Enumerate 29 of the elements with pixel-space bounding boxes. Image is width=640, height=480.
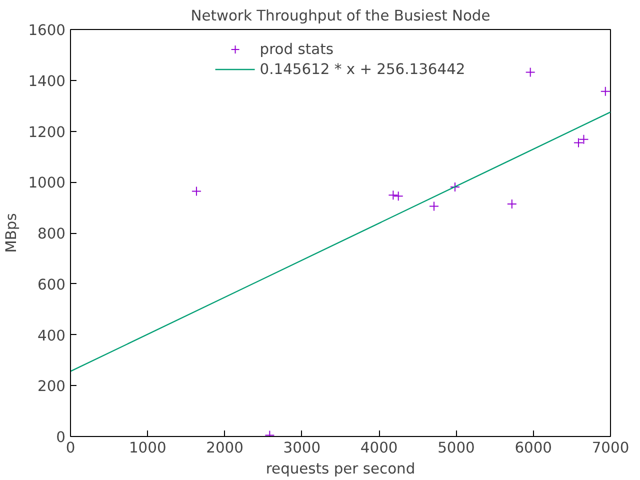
y-tick-label: 0 [56,429,66,446]
point [393,191,404,202]
point [388,190,398,200]
x-tick-label: 2000 [206,440,244,456]
legend-label: 0.145612 * x + 256.136442 [260,60,466,78]
y-tick-label: 1600 [28,22,66,39]
y-tick-label: 200 [38,378,66,396]
x-tick-label: 5000 [438,440,475,456]
y-tick-label: 600 [38,276,66,294]
x-tick-label: 3000 [283,440,321,456]
x-tick-label: 6000 [514,440,552,456]
y-tick-label: 400 [38,327,66,344]
chart-title: Network Throughput of the Busiest Node [190,8,490,24]
point [600,86,610,96]
x-tick-label: 4000 [360,440,398,456]
x-tick-label: 1000 [128,440,166,456]
legend-label: prod stats [260,40,334,58]
point [191,186,202,196]
x-tick-label: 7000 [592,440,630,456]
y-tick-label: 1200 [28,124,66,141]
y-axis-title: MBps [3,213,20,253]
y-tick-label: 1000 [28,174,66,192]
point [428,201,439,212]
x-axis-title: requests per second [266,460,416,478]
point [506,199,517,209]
y-tick-label: 1400 [28,72,66,90]
y-tick-label: 800 [38,226,66,242]
point [525,67,536,78]
point [450,182,460,192]
